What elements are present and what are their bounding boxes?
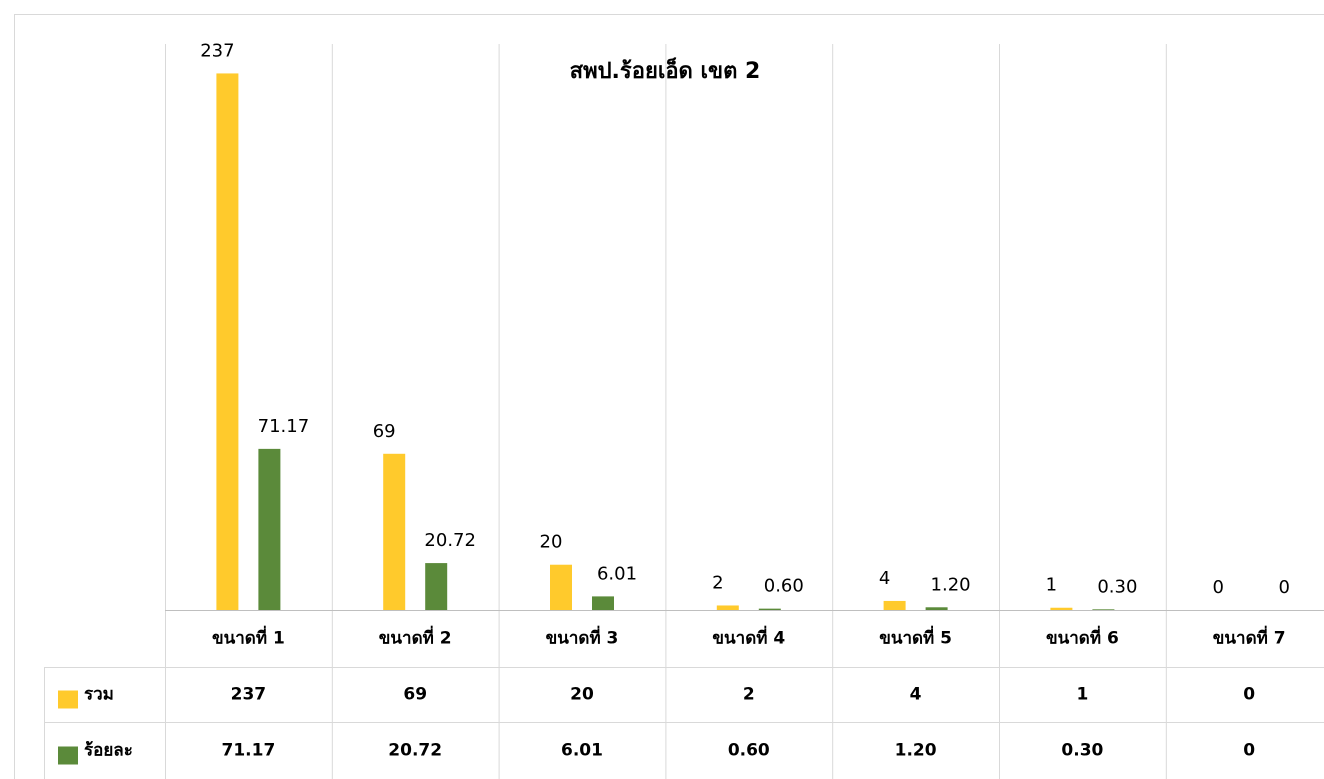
legend-label: ร้อยละ: [84, 741, 133, 761]
chart-title: สพป.ร้อยเอ็ด เขต 2: [570, 56, 761, 84]
data-label: 0.30: [1097, 576, 1137, 597]
bar: [716, 605, 739, 610]
data-label: 20.72: [424, 530, 476, 551]
legend-label: รวม: [84, 685, 114, 705]
x-tick-label: ขนาดที่ 3: [546, 626, 619, 649]
table-cell: 20.72: [388, 741, 442, 761]
x-tick-label: ขนาดที่ 6: [1046, 626, 1119, 649]
x-tick-label: ขนาดที่ 7: [1213, 626, 1286, 649]
bar: [216, 73, 239, 610]
table-cell: 237: [231, 685, 267, 705]
chart-border: [14, 14, 1324, 779]
legend-swatch: [58, 746, 78, 765]
bar: [1092, 609, 1115, 610]
bar: [592, 596, 614, 610]
x-tick-label: ขนาดที่ 2: [379, 626, 452, 649]
table-cell: 0.60: [728, 741, 770, 761]
bar: [1050, 607, 1073, 610]
table-cell: 0.30: [1061, 741, 1103, 761]
table-cell: 20: [570, 685, 594, 705]
x-tick-label: ขนาดที่ 1: [212, 626, 285, 649]
table-cell: 4: [910, 685, 922, 705]
table-cell: 1.20: [895, 741, 937, 761]
data-label: 1: [1046, 575, 1057, 596]
table-cell: 1: [1076, 685, 1088, 705]
table-cell: 0: [1243, 741, 1255, 761]
legend-swatch: [58, 690, 78, 709]
data-label: 1.20: [931, 574, 971, 595]
bar: [925, 607, 948, 610]
table-cell: 69: [403, 685, 427, 705]
data-label: 0.60: [764, 576, 804, 597]
x-tick-label: ขนาดที่ 5: [879, 626, 952, 649]
table-cell: 0: [1243, 685, 1255, 705]
data-label: 2: [712, 572, 723, 593]
data-label: 6.01: [597, 563, 637, 584]
bar: [425, 563, 448, 610]
data-label: 0: [1212, 577, 1223, 598]
data-label: 0: [1278, 577, 1289, 598]
data-label: 20: [540, 532, 563, 553]
bar: [550, 564, 572, 610]
bar: [758, 608, 781, 610]
table-cell: 2: [743, 685, 755, 705]
table-cell: 6.01: [561, 741, 603, 761]
table-cell: 71.17: [222, 741, 276, 761]
bar: [883, 600, 906, 610]
data-label: 69: [373, 421, 396, 442]
bar: [258, 448, 281, 610]
x-tick-label: ขนาดที่ 4: [712, 626, 785, 649]
data-label: 71.17: [258, 416, 310, 437]
data-label: 4: [879, 568, 890, 589]
data-label: 237: [200, 40, 234, 61]
bar: [383, 453, 406, 610]
